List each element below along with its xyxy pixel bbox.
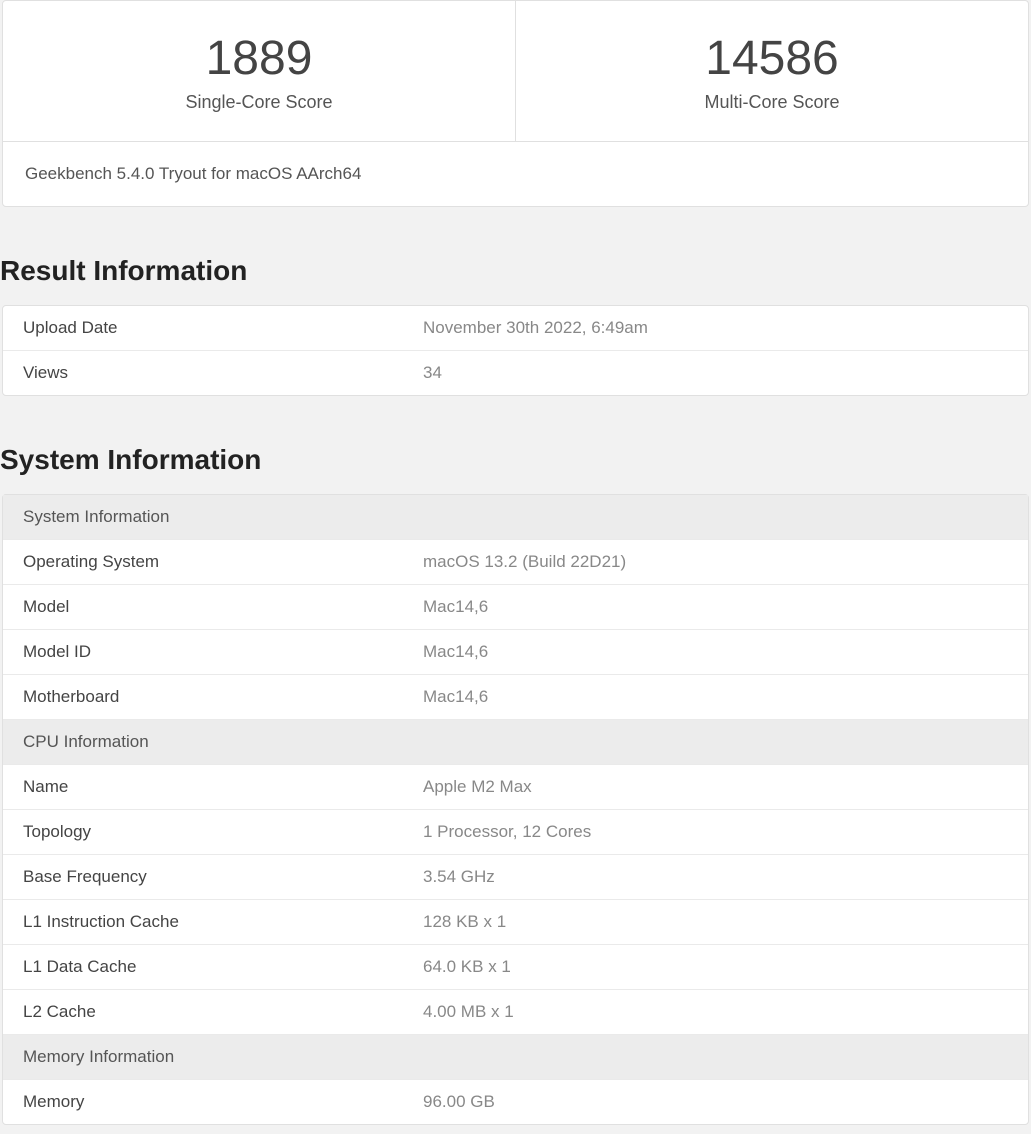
cell-value: Mac14,6: [413, 630, 1028, 674]
cell-value: Mac14,6: [413, 675, 1028, 719]
cell-value: November 30th 2022, 6:49am: [413, 306, 1028, 350]
cell-value: 4.00 MB x 1: [413, 990, 1028, 1034]
cell-label: Model ID: [3, 630, 413, 674]
cell-value: 3.54 GHz: [413, 855, 1028, 899]
cell-label: CPU Information: [3, 720, 413, 764]
cell-label: System Information: [3, 495, 413, 539]
score-card: 1889 Single-Core Score 14586 Multi-Core …: [2, 0, 1029, 207]
cell-value: Apple M2 Max: [413, 765, 1028, 809]
single-core-cell: 1889 Single-Core Score: [3, 1, 516, 141]
system-info-heading: System Information: [0, 444, 1031, 476]
table-section-header: CPU Information: [3, 720, 1028, 765]
score-row: 1889 Single-Core Score 14586 Multi-Core …: [3, 1, 1028, 141]
cell-value: 64.0 KB x 1: [413, 945, 1028, 989]
cell-label: Memory Information: [3, 1035, 413, 1079]
table-row: Motherboard Mac14,6: [3, 675, 1028, 720]
single-core-label: Single-Core Score: [3, 92, 515, 113]
cell-label: Operating System: [3, 540, 413, 584]
table-row: Base Frequency 3.54 GHz: [3, 855, 1028, 900]
table-row: Topology 1 Processor, 12 Cores: [3, 810, 1028, 855]
multi-core-label: Multi-Core Score: [516, 92, 1028, 113]
multi-core-value: 14586: [516, 33, 1028, 86]
table-row: Model Mac14,6: [3, 585, 1028, 630]
table-row: Name Apple M2 Max: [3, 765, 1028, 810]
single-core-value: 1889: [3, 33, 515, 86]
cell-label: Model: [3, 585, 413, 629]
table-row: Memory 96.00 GB: [3, 1080, 1028, 1124]
cell-label: Base Frequency: [3, 855, 413, 899]
result-info-heading: Result Information: [0, 255, 1031, 287]
cell-label: L2 Cache: [3, 990, 413, 1034]
cell-label: Memory: [3, 1080, 413, 1124]
table-row: Operating System macOS 13.2 (Build 22D21…: [3, 540, 1028, 585]
table-row: L1 Instruction Cache 128 KB x 1: [3, 900, 1028, 945]
cell-value: 34: [413, 351, 1028, 395]
system-info-table: System Information Operating System macO…: [2, 494, 1029, 1125]
multi-core-cell: 14586 Multi-Core Score: [516, 1, 1028, 141]
cell-label: L1 Instruction Cache: [3, 900, 413, 944]
table-section-header: System Information: [3, 495, 1028, 540]
table-row: L1 Data Cache 64.0 KB x 1: [3, 945, 1028, 990]
cell-label: Name: [3, 765, 413, 809]
cell-value: 1 Processor, 12 Cores: [413, 810, 1028, 854]
table-row: Model ID Mac14,6: [3, 630, 1028, 675]
table-section-header: Memory Information: [3, 1035, 1028, 1080]
cell-value: Mac14,6: [413, 585, 1028, 629]
cell-value: 128 KB x 1: [413, 900, 1028, 944]
cell-label: Motherboard: [3, 675, 413, 719]
cell-value: 96.00 GB: [413, 1080, 1028, 1124]
version-text: Geekbench 5.4.0 Tryout for macOS AArch64: [3, 141, 1028, 206]
cell-label: L1 Data Cache: [3, 945, 413, 989]
cell-label: Upload Date: [3, 306, 413, 350]
table-row: Upload Date November 30th 2022, 6:49am: [3, 306, 1028, 351]
cell-label: Views: [3, 351, 413, 395]
result-info-table: Upload Date November 30th 2022, 6:49am V…: [2, 305, 1029, 396]
cell-label: Topology: [3, 810, 413, 854]
cell-value: macOS 13.2 (Build 22D21): [413, 540, 1028, 584]
table-row: L2 Cache 4.00 MB x 1: [3, 990, 1028, 1035]
table-row: Views 34: [3, 351, 1028, 395]
